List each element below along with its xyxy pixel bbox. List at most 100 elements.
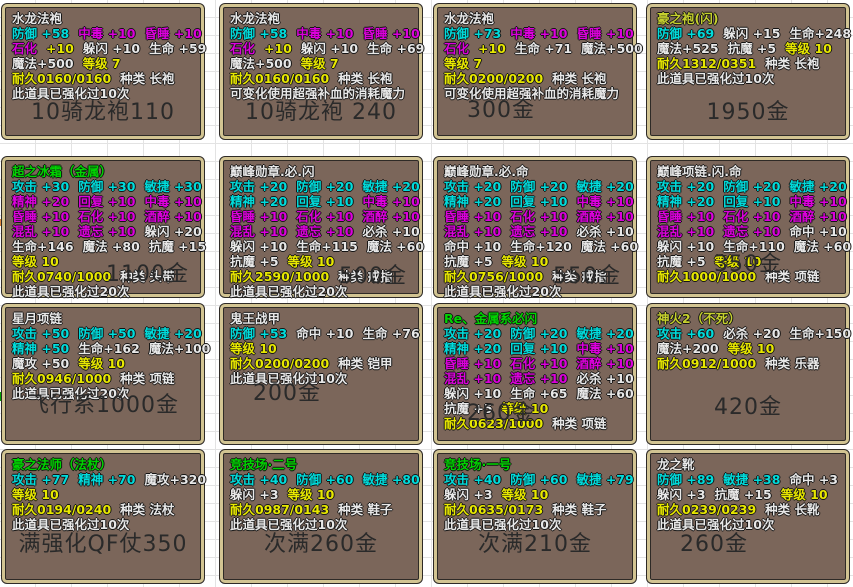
stat-segment: 回复 +10 <box>510 194 568 209</box>
stat-segment: 生命 +76 <box>362 326 420 341</box>
item-card[interactable]: 星月项链 攻击 +50 防御 +50 敏捷 +20 精神 +50 生命+162 魔法+100… <box>2 304 210 444</box>
stat-line: 躲闪 +10 生命 +65 魔法 +60 <box>444 386 634 401</box>
stat-segment: 种类 长袍 <box>120 71 175 86</box>
stat-segment: 混乱 +10 <box>444 224 502 239</box>
stat-segment: 回复 +10 <box>78 194 136 209</box>
item-card[interactable]: 超之冰霜（金属） 攻击 +30 防御 +30 敏捷 +30 精神 +20 回复 +10 中毒… <box>2 157 206 299</box>
stat-line: 耐久0987/0143 种类 鞋子 <box>230 502 419 517</box>
stat-segment: 精神 +20 <box>230 194 288 209</box>
item-card[interactable]: 水龙法袍 防御 +58 中毒 +10 昏睡 +10 石化 +10 躲闪 +10 生命 +69 魔… <box>220 4 424 139</box>
stat-line: 可变化使用超强补血的消耗魔力 <box>230 86 419 101</box>
stat-line: 此道具已强化过10次 <box>230 517 419 532</box>
price-label: 次满260金 <box>264 532 378 557</box>
stat-line: 昏睡 +10 石化 +10 酒醉 +10 <box>12 209 202 224</box>
stat-segment: 攻击 +60 <box>657 326 715 341</box>
stat-segment: 精神 +20 <box>657 194 715 209</box>
price-label: 500金 <box>339 264 407 289</box>
stat-segment: 此道具已强化过10次 <box>12 86 130 101</box>
stat-segment: 躲闪 +3 <box>230 487 279 502</box>
item-card[interactable]: 水龙法袍 防御 +73 中毒 +10 昏睡 +10 石化 +10 生命 +71 魔法+500 等… <box>434 4 643 139</box>
stat-segment: 回复 +10 <box>510 341 568 356</box>
stat-segment: 魔法 +60 <box>793 239 852 254</box>
stat-segment: 抗魔 +15 <box>714 487 772 502</box>
item-card[interactable]: Re、金属系必闪 攻击 +20 防御 +20 敏捷 +20 精神 +20 回复 +10 中毒… <box>434 304 636 444</box>
stat-line: 躲闪 +3 等级 10 <box>230 487 419 502</box>
stat-segment: 生命+146 <box>12 239 74 254</box>
item-card[interactable]: 巅峰勋章.必.命 攻击 +20 防御 +20 敏捷 +20 精神 +20 回复 +10 中毒… <box>434 157 638 299</box>
item-card[interactable]: 竞技场·二号 攻击 +40 防御 +60 敏捷 +80 躲闪 +3 等级 10 耐久0987… <box>220 450 422 583</box>
item-card[interactable]: 豪之袍(闪) 防御 +69 躲闪 +15 生命+248 魔法+525 抗魔 +5 等级 10… <box>647 4 851 139</box>
stat-segment: 生命+120 <box>510 239 572 254</box>
stat-line: 躲闪 +3 抗魔 +15 等级 10 <box>657 487 846 502</box>
stat-segment: 种类 头带 <box>120 269 175 284</box>
stat-line: 混乱 +10 遗忘 +10 必杀 +10 <box>444 224 634 239</box>
stat-segment: 中毒 +10 <box>144 194 202 209</box>
stat-line: 此道具已强化过20次 <box>12 386 201 401</box>
stat-line: 石化 +10 生命 +71 魔法+500 <box>444 41 643 56</box>
stat-segment: 命中 +10 <box>444 239 502 254</box>
stat-line: 耐久0160/0160 种类 长袍 <box>12 71 201 86</box>
stat-segment: 魔法+525 <box>657 41 719 56</box>
stat-segment: 敏捷 +80 <box>362 472 420 487</box>
stat-line: 耐久0160/0160 种类 长袍 <box>230 71 419 86</box>
stat-line: 精神 +50 生命+162 魔法+100 <box>12 341 210 356</box>
stat-segment: 耐久0200/0200 <box>230 356 330 371</box>
item-card[interactable]: 巅峰勋章.必.闪 攻击 +20 防御 +20 敏捷 +20 精神 +20 回复 +10 中毒… <box>220 157 424 299</box>
stat-segment: 攻击 +40 <box>444 472 502 487</box>
stat-segment: 耐久1312/0351 <box>657 56 757 71</box>
stat-line: 攻击 +30 防御 +30 敏捷 +30 <box>12 179 202 194</box>
stat-segment: 可变化使用超强补血的消耗魔力 <box>444 86 620 101</box>
stat-segment: 此道具已强化过10次 <box>657 71 775 86</box>
stat-segment: 防御 +89 <box>657 472 715 487</box>
stat-line: 昏睡 +10 石化 +10 酒醉 +10 <box>444 356 634 371</box>
stat-segment: 等级 10 <box>501 487 549 502</box>
stat-segment: 中毒 +10 <box>510 26 568 41</box>
stat-segment: 中毒 +10 <box>576 194 634 209</box>
stat-segment: 魔法+500 <box>12 56 74 71</box>
price-label: 飞行系1000金 <box>27 393 179 418</box>
stat-segment: 敏捷 +79 <box>576 472 634 487</box>
item-card[interactable]: 龙之靴 防御 +89 敏捷 +38 命中 +3 躲闪 +3 抗魔 +15 等级 10 耐久02… <box>647 450 849 583</box>
stat-segment: 敏捷 +20 <box>576 326 634 341</box>
item-card[interactable]: 水龙法袍 防御 +58 中毒 +10 昏睡 +10 石化 +10 躲闪 +10 生命 +59 魔… <box>2 4 206 139</box>
stat-line: 防御 +58 中毒 +10 昏睡 +10 <box>12 26 202 41</box>
stat-line: 攻击 +40 防御 +60 敏捷 +79 <box>444 472 634 487</box>
item-card[interactable]: 鬼王战甲 防御 +53 命中 +10 生命 +76 等级 10 耐久0200/0200 种类… <box>220 304 422 444</box>
stat-segment: 耐久0912/1000 <box>657 356 757 371</box>
stat-line: 攻击 +40 防御 +60 敏捷 +80 <box>230 472 420 487</box>
stat-segment: 等级 10 <box>501 401 549 416</box>
stat-line: 攻击 +50 防御 +50 敏捷 +20 <box>12 326 202 341</box>
stat-line: 石化 +10 躲闪 +10 生命 +69 <box>230 41 424 56</box>
item-card[interactable]: 竞技场·一号 攻击 +40 防御 +60 敏捷 +79 躲闪 +3 等级 10 耐久0635… <box>434 450 636 583</box>
price-label: 260金 <box>467 401 535 426</box>
stat-segment: 防御 +30 <box>78 179 136 194</box>
stat-segment: 混乱 +10 <box>444 371 502 386</box>
stat-line: 混乱 +10 遗忘 +10 躲闪 +20 <box>12 224 202 239</box>
stat-line: 躲闪 +3 等级 10 <box>444 487 633 502</box>
stat-line: 魔法+500 等级 7 <box>12 56 201 71</box>
stat-segment: 命中 +3 <box>789 472 838 487</box>
stat-segment: 生命+162 <box>78 341 140 356</box>
stat-segment: 种类 法杖 <box>120 502 175 517</box>
stat-segment: 中毒 +10 <box>78 26 136 41</box>
stat-segment: 昏睡 +10 <box>444 209 502 224</box>
stat-segment: 抗魔 +5 <box>444 254 493 269</box>
stat-segment: 精神 +20 <box>444 341 502 356</box>
stat-segment: 种类 乐器 <box>765 356 820 371</box>
price-label: 1950金 <box>706 100 790 125</box>
stat-segment: 种类 戒指 <box>552 269 607 284</box>
item-card[interactable]: 豪之法师（法杖） 攻击 +77 精神 +70 魔攻+320 等级 10 耐久0194/02… <box>2 450 206 583</box>
stat-segment: 防御 +58 <box>230 26 288 41</box>
item-card[interactable]: 巅峰项链.闪.命 攻击 +20 防御 +20 敏捷 +20 精神 +20 回复 +10 中毒… <box>647 157 852 297</box>
stat-line: 耐久0946/1000 种类 项链 <box>12 371 201 386</box>
stat-segment: 回复 +10 <box>296 194 354 209</box>
item-title: 星月项链 <box>12 311 63 326</box>
stat-line: 抗魔 +5 等级 10 <box>444 254 633 269</box>
stat-segment: 昏睡 +10 <box>12 209 70 224</box>
price-label: 1100金 <box>106 262 189 287</box>
stat-line: 混乱 +10 遗忘 +10 必杀 +10 <box>230 224 420 239</box>
item-card[interactable]: 神火2（不死） 攻击 +60 必杀 +20 生命+150 魔法+200 等级 10 耐久09… <box>647 304 851 444</box>
stat-line: 等级 10 <box>230 341 419 356</box>
item-title: 水龙法袍 <box>12 11 63 26</box>
stat-segment: 此道具已强化过10次 <box>12 517 130 532</box>
